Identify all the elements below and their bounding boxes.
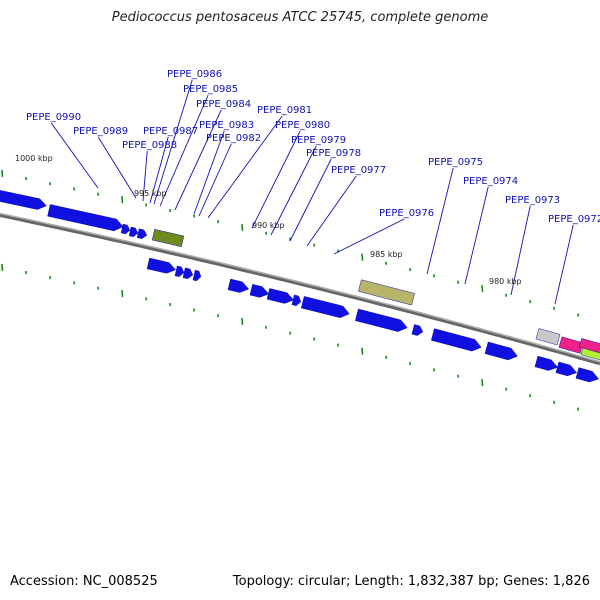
gene-arrow	[227, 278, 250, 293]
label-leader-line	[149, 136, 169, 204]
magenta-feature	[558, 336, 584, 354]
gene-label: PEPE_0981	[257, 105, 312, 116]
gene-label: PEPE_0977	[331, 165, 386, 176]
gene-arrow	[431, 328, 482, 352]
olive-feature	[151, 229, 185, 247]
gene-label: PEPE_0980	[275, 120, 330, 131]
gene-arrow	[0, 189, 47, 210]
tick-mark	[361, 253, 364, 261]
label-leader-line	[97, 136, 137, 199]
label-leader-line	[426, 167, 454, 275]
gene-label: PEPE_0987	[143, 126, 198, 137]
gene-label: PEPE_0990	[26, 112, 81, 123]
gene-arrow	[355, 308, 408, 332]
label-leader-line	[153, 79, 193, 205]
label-leader-line	[270, 145, 317, 236]
gene-arrow	[411, 324, 424, 336]
label-leader-line	[198, 143, 232, 217]
kbp-label: 990 kbp	[252, 221, 285, 230]
label-leader-line	[251, 130, 301, 229]
magenta-feature	[578, 338, 600, 354]
label-leader-line	[306, 175, 357, 247]
gene-label: PEPE_0989	[73, 126, 128, 137]
gene-arrow	[146, 257, 176, 274]
label-leader-line	[333, 218, 405, 255]
kbp-label: 995 kbp	[134, 189, 167, 198]
tick-mark	[481, 285, 484, 293]
gene-features	[0, 189, 600, 383]
kbp-label: 1000 kbp	[15, 154, 53, 163]
gene-arrow	[534, 355, 558, 371]
page-title: Pediococcus pentosaceus ATCC 25745, comp…	[111, 10, 489, 25]
backbone-highlight	[0, 212, 600, 363]
accession-text: Accession: NC_008525	[10, 574, 158, 589]
tick-mark	[481, 379, 484, 387]
gene-label: PEPE_0975	[428, 157, 483, 168]
grey-feature	[535, 328, 561, 346]
gene-arrow	[291, 294, 302, 306]
label-leader-line	[207, 115, 283, 219]
gene-arrow	[192, 269, 202, 282]
gene-label: PEPE_0976	[379, 208, 434, 219]
kbp-label: 985 kbp	[370, 250, 403, 259]
label-leader-line	[50, 122, 99, 189]
gene-arrow	[120, 223, 131, 235]
label-leader-line	[554, 224, 574, 305]
gene-arrow	[128, 226, 139, 237]
gene-arrow	[249, 284, 270, 298]
label-leader-line	[510, 205, 531, 296]
gene-arrow	[484, 341, 518, 361]
gene-arrow	[301, 296, 350, 318]
gene-label: PEPE_0982	[206, 133, 261, 144]
tick-mark	[361, 347, 364, 355]
kbp-labels: 1000 kbp 995 kbp 990 kbp 985 kbp 980 kbp	[15, 154, 522, 286]
label-leaders	[50, 79, 574, 305]
gene-label: PEPE_0985	[183, 84, 238, 95]
gene-arrow	[174, 265, 185, 277]
gene-label: PEPE_0988	[122, 140, 177, 151]
khaki-feature	[358, 279, 415, 306]
tick-marks	[1, 169, 580, 411]
kbp-label: 980 kbp	[489, 277, 522, 286]
gene-label: PEPE_0983	[199, 120, 254, 131]
gene-label: PEPE_0979	[291, 135, 346, 146]
label-leader-line	[142, 150, 148, 202]
genome-summary-text: Topology: circular; Length: 1,832,387 bp…	[232, 574, 590, 589]
label-leader-line	[289, 158, 332, 242]
gene-label: PEPE_0978	[306, 148, 361, 159]
gene-label: PEPE_0984	[196, 99, 251, 110]
gene-arrow	[575, 367, 599, 383]
genome-backbone	[0, 212, 600, 366]
gene-arrow	[182, 267, 194, 279]
label-leader-line	[159, 94, 209, 207]
gene-arrow	[555, 361, 577, 377]
gene-label: PEPE_0986	[167, 69, 222, 80]
gene-arrow	[47, 204, 124, 232]
label-leader-line	[174, 109, 222, 211]
gene-arrow	[266, 288, 294, 304]
backbone-line	[0, 213, 600, 366]
gene-label: PEPE_0973	[505, 195, 560, 206]
label-leader-line	[464, 186, 489, 285]
label-leader-line	[193, 130, 225, 215]
gene-label: PEPE_0974	[463, 176, 518, 187]
gene-labels: PEPE_0990PEPE_0989PEPE_0988PEPE_0987PEPE…	[26, 69, 600, 225]
gene-label: PEPE_0972	[548, 214, 600, 225]
gene-arrow	[136, 228, 148, 239]
